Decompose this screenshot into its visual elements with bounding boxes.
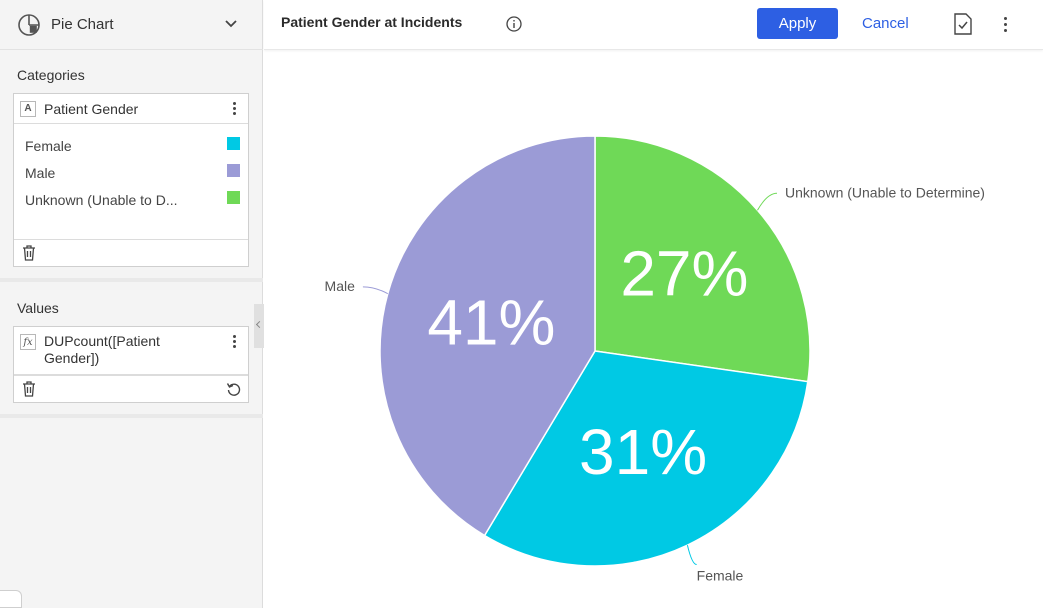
chart-type-selector[interactable]: Pie Chart xyxy=(0,0,263,50)
category-legend: Female Male Unknown (Unable to D... xyxy=(14,124,248,239)
formula-icon: fx xyxy=(20,334,36,350)
slice-percentage-label: 31% xyxy=(579,416,707,488)
pie-slice[interactable] xyxy=(594,135,811,383)
pie-chart-icon xyxy=(18,13,40,36)
slice-category-label: Female xyxy=(697,568,744,584)
field-menu-icon[interactable] xyxy=(228,101,240,117)
pie-slice[interactable] xyxy=(379,135,596,537)
section-divider xyxy=(0,278,263,282)
slice-category-label: Unknown (Unable to Determine) xyxy=(785,184,985,200)
legend-item-label: Male xyxy=(25,164,56,181)
category-field-label: Patient Gender xyxy=(44,100,139,117)
legend-item[interactable]: Female xyxy=(25,132,248,159)
pie-slice[interactable] xyxy=(483,350,809,567)
legend-item-label: Unknown (Unable to D... xyxy=(25,191,178,208)
color-swatch[interactable] xyxy=(227,191,240,204)
value-field-pill[interactable]: fx DUPcount([Patient Gender]) xyxy=(14,327,248,375)
more-options-icon[interactable] xyxy=(999,16,1011,34)
color-swatch[interactable] xyxy=(227,164,240,177)
chart-header: Patient Gender at Incidents Apply Cancel xyxy=(264,0,1043,50)
collapse-panel-handle[interactable] xyxy=(254,304,264,348)
categories-footer xyxy=(14,239,248,266)
apply-button[interactable]: Apply xyxy=(757,8,838,39)
chart-config-panel: Pie Chart Categories A Patient Gender Fe… xyxy=(0,0,264,608)
trash-icon[interactable] xyxy=(22,245,36,261)
reset-icon[interactable] xyxy=(226,381,242,397)
chevron-down-icon xyxy=(225,20,237,28)
category-field-pill[interactable]: A Patient Gender xyxy=(14,94,248,124)
chart-canvas: 27% Unknown (Unable to Determine) 31% Femal… xyxy=(264,51,1043,608)
save-document-icon[interactable] xyxy=(954,13,972,35)
categories-title: Categories xyxy=(17,67,85,83)
categories-well: A Patient Gender Female Male Unknown (Unab… xyxy=(13,93,249,267)
section-divider xyxy=(0,414,263,418)
slice-percentage-label: 27% xyxy=(620,238,748,310)
text-type-icon: A xyxy=(20,100,36,117)
legend-item[interactable]: Male xyxy=(25,159,248,186)
cancel-button[interactable]: Cancel xyxy=(862,15,909,32)
chart-type-label: Pie Chart xyxy=(51,16,114,33)
chevron-left-icon xyxy=(255,320,264,329)
value-field-label: DUPcount([Patient Gender]) xyxy=(44,333,160,366)
values-well: fx DUPcount([Patient Gender]) xyxy=(13,326,249,403)
slice-leader-line xyxy=(757,192,778,211)
legend-item-label: Female xyxy=(25,137,72,154)
slice-percentage-label: 41% xyxy=(427,286,555,358)
slice-category-label: Male xyxy=(325,278,356,294)
field-menu-icon[interactable] xyxy=(228,334,240,350)
values-title: Values xyxy=(17,300,59,316)
values-footer xyxy=(14,375,248,402)
panel-corner-button[interactable] xyxy=(0,590,22,608)
pie-chart: 27% Unknown (Unable to Determine) 31% Femal… xyxy=(325,135,985,584)
trash-icon[interactable] xyxy=(22,381,36,397)
legend-item[interactable]: Unknown (Unable to D... xyxy=(25,186,248,213)
color-swatch[interactable] xyxy=(227,137,240,150)
slice-leader-line xyxy=(362,286,389,295)
chart-title: Patient Gender at Incidents xyxy=(281,14,463,30)
info-icon[interactable] xyxy=(506,16,522,32)
slice-leader-line xyxy=(686,545,697,566)
